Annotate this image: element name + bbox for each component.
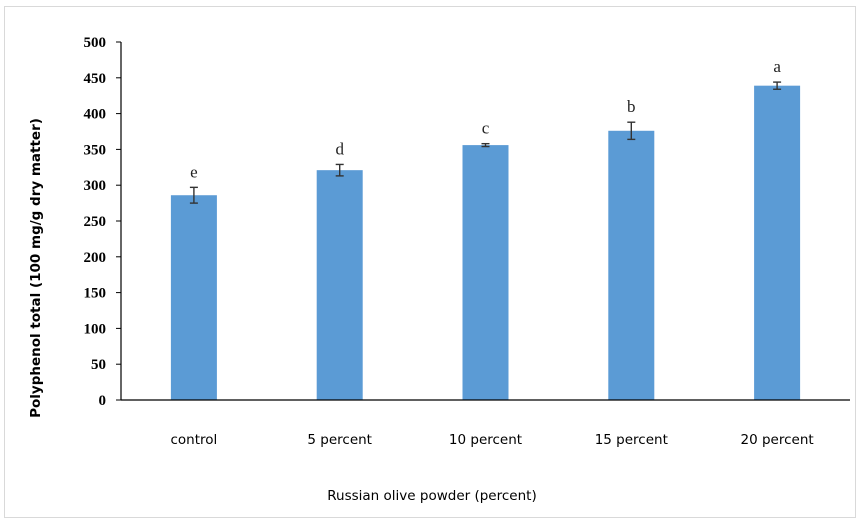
error-bars-group <box>189 81 782 204</box>
bar <box>608 130 655 400</box>
y-axis-title: Polyphenol total (100 mg/g dry matter) <box>28 118 44 418</box>
bar <box>316 170 363 400</box>
bar <box>462 145 509 400</box>
significance-letter: e <box>190 162 198 181</box>
y-tick-label: 200 <box>84 250 107 266</box>
y-tick-label: 100 <box>84 321 107 337</box>
bars-group <box>170 85 801 401</box>
x-axis-title: Russian olive powder (percent) <box>327 488 536 504</box>
y-tick-label: 150 <box>84 286 107 302</box>
y-tick-label: 250 <box>84 214 107 230</box>
significance-letter: a <box>773 57 781 76</box>
y-tick-label: 300 <box>84 178 107 194</box>
y-tick-label: 400 <box>84 107 107 123</box>
significance-letter: d <box>335 139 344 158</box>
x-category-label: 20 percent <box>741 432 814 448</box>
category-labels-group: control 5 percent 10 percent 15 percent 20 p… <box>171 432 814 448</box>
bar <box>170 195 217 400</box>
y-tick-label: 50 <box>91 357 106 373</box>
y-tick-label: 450 <box>84 71 107 87</box>
significance-letter: b <box>627 97 636 116</box>
y-tick-label: 350 <box>84 142 107 158</box>
x-category-label: 10 percent <box>449 432 522 448</box>
x-category-label: 5 percent <box>307 432 372 448</box>
bar <box>754 85 801 401</box>
y-tick-label: 0 <box>99 393 107 409</box>
y-tick-label: 500 <box>84 35 107 51</box>
x-category-label: 15 percent <box>595 432 668 448</box>
y-axis-ticks: 0 50 100 150 200 250 300 350 400 450 500 <box>84 35 121 409</box>
significance-letter: c <box>482 119 490 138</box>
chart-frame <box>4 6 856 518</box>
significance-labels-group: e d c b a <box>190 57 781 181</box>
x-category-label: control <box>171 432 218 448</box>
